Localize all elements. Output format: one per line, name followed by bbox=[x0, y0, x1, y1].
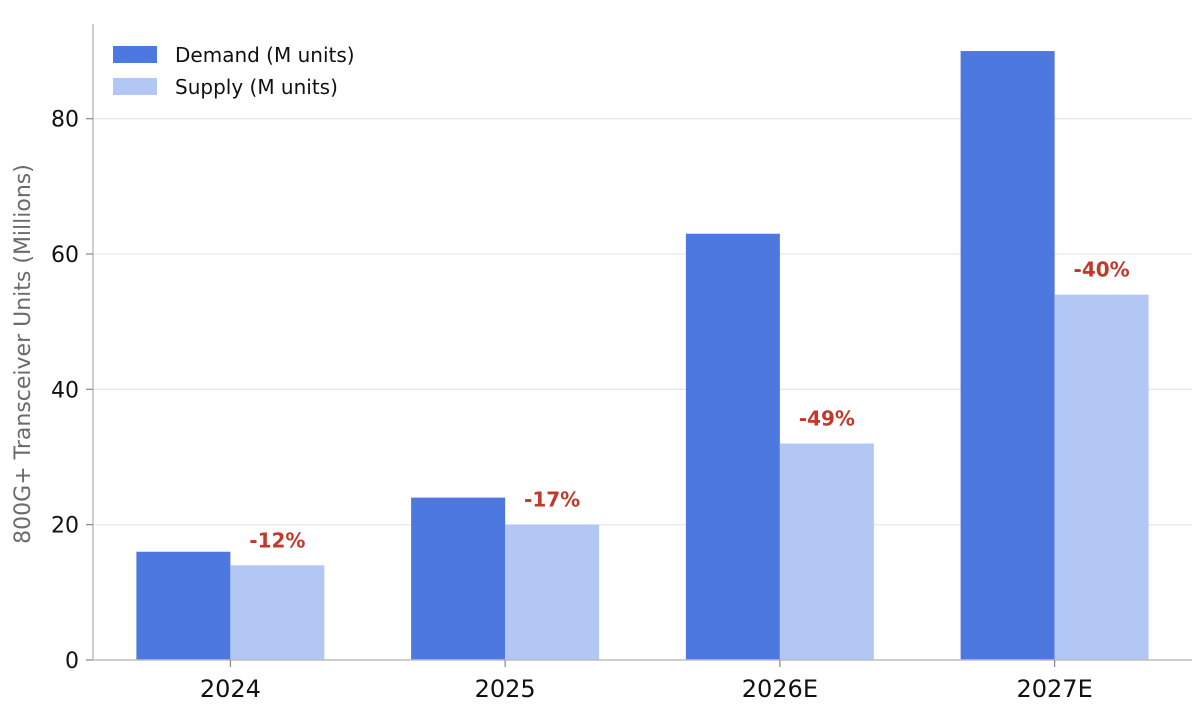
x-ticks: 2024 2025 2026E 2027E bbox=[200, 660, 1093, 703]
demand-bar bbox=[960, 51, 1055, 660]
legend: Demand (M units) Supply (M units) bbox=[113, 43, 355, 99]
y-tick-label: 40 bbox=[51, 378, 79, 403]
y-tick-label: 80 bbox=[51, 108, 79, 133]
axes bbox=[92, 24, 1192, 661]
legend-label-supply: Supply (M units) bbox=[175, 75, 338, 99]
y-tick-label: 0 bbox=[65, 649, 79, 674]
gap-annotations: -12% -17% -49% -40% bbox=[249, 258, 1129, 553]
gap-annotation-label: -40% bbox=[1074, 258, 1130, 282]
supply-bar bbox=[230, 565, 325, 660]
x-tick-label: 2027E bbox=[1017, 675, 1093, 703]
x-tick-label: 2024 bbox=[200, 675, 261, 703]
supply-bar bbox=[505, 524, 600, 660]
y-ticks: 0 20 40 60 80 bbox=[51, 108, 93, 674]
x-tick-label: 2025 bbox=[475, 675, 536, 703]
y-tick-label: 60 bbox=[51, 243, 79, 268]
legend-swatch-demand bbox=[113, 46, 157, 63]
gap-annotation-label: -17% bbox=[524, 488, 580, 512]
demand-bar bbox=[685, 233, 780, 660]
gap-annotation-label: -12% bbox=[249, 528, 305, 552]
legend-swatch-supply bbox=[113, 78, 157, 95]
demand-bar bbox=[411, 497, 506, 660]
supply-bar bbox=[779, 443, 874, 660]
x-tick-label: 2026E bbox=[742, 675, 818, 703]
y-axis-title: 800G+ Transceiver Units (Millions) bbox=[11, 164, 36, 544]
supply-bar bbox=[1054, 294, 1149, 660]
legend-label-demand: Demand (M units) bbox=[175, 43, 355, 67]
y-tick-label: 20 bbox=[51, 514, 79, 539]
gap-annotation-label: -49% bbox=[799, 406, 855, 430]
demand-bar bbox=[136, 551, 231, 660]
bars bbox=[136, 51, 1149, 660]
